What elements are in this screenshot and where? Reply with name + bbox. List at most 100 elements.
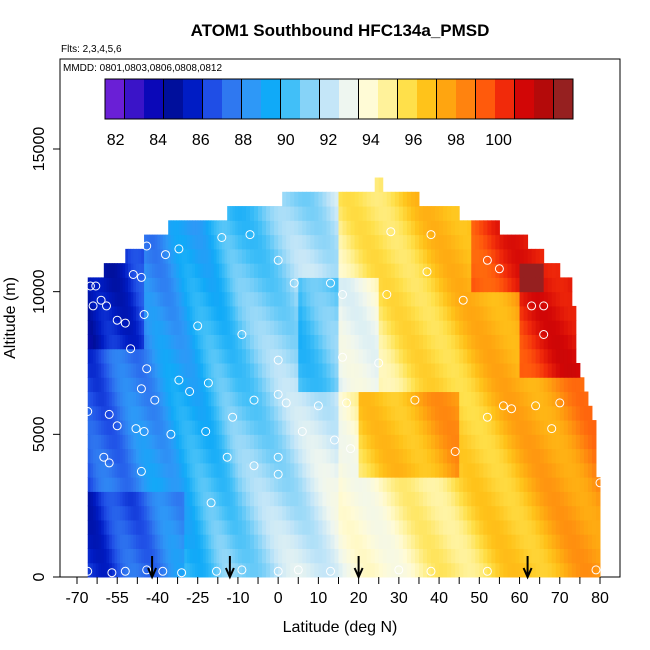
heatmap-cell [402, 305, 408, 321]
heatmap-cell [216, 234, 220, 250]
heatmap-cell [535, 320, 541, 335]
heatmap-cell [503, 448, 508, 464]
heatmap-cell [563, 434, 569, 450]
sample-point [158, 566, 168, 576]
heatmap-cell [125, 434, 129, 450]
heatmap-cell [418, 220, 424, 236]
heatmap-cell [165, 434, 169, 450]
heatmap-cell [229, 305, 234, 321]
heatmap-cell [184, 505, 188, 521]
heatmap-cell [125, 534, 129, 549]
heatmap-cell [219, 420, 223, 435]
heatmap-cell [402, 491, 408, 507]
heatmap-cell [378, 220, 384, 236]
heatmap-cell [111, 548, 116, 564]
heatmap-cell [382, 291, 388, 307]
heatmap-cell [189, 234, 193, 250]
sample-point [293, 565, 303, 575]
heatmap-cell [165, 405, 169, 421]
heatmap-cell [130, 405, 134, 421]
heatmap-cell [362, 348, 368, 364]
heatmap-cell [575, 462, 581, 478]
heatmap-cell [346, 534, 352, 549]
heatmap-cell [101, 305, 105, 321]
heatmap-cell [567, 348, 573, 364]
heatmap-cell [195, 548, 199, 564]
heatmap-cell [587, 434, 593, 450]
y-tick-label: 5000 [31, 416, 48, 452]
heatmap-cell [483, 234, 488, 250]
heatmap-cell [394, 248, 400, 264]
heatmap-cell [101, 363, 105, 378]
heatmap-cell [487, 348, 492, 364]
heatmap-cell [591, 491, 597, 507]
heatmap-cell [235, 448, 239, 464]
heatmap-cell [302, 448, 307, 464]
heatmap-cell [117, 405, 121, 421]
heatmap-cell [523, 277, 529, 293]
heatmap-cell [195, 505, 199, 521]
heatmap-cell [499, 477, 504, 492]
heatmap-cell [216, 462, 220, 478]
heatmap-cell [326, 548, 331, 564]
heatmap-cell [394, 305, 400, 321]
heatmap-cell [527, 534, 533, 549]
sample-point [201, 427, 211, 436]
heatmap-cell [203, 277, 207, 293]
heatmap-cell [342, 363, 348, 378]
heatmap-cell [254, 420, 259, 435]
heatmap-cell [227, 462, 231, 478]
heatmap-cell [141, 548, 145, 564]
heatmap-cell [354, 305, 360, 321]
heatmap-cell [354, 434, 360, 450]
heatmap-cell [282, 519, 287, 535]
heatmap-cell [274, 391, 279, 407]
heatmap-cell [547, 320, 553, 335]
heatmap-cell [459, 420, 464, 435]
heatmap-cell [306, 505, 311, 521]
heatmap-cell [310, 320, 315, 335]
heatmap-cell [286, 277, 291, 293]
heatmap-cell [487, 434, 492, 450]
heatmap-cell [205, 462, 209, 478]
heatmap-cell [200, 363, 204, 378]
heatmap-cell [491, 234, 496, 250]
heatmap-cell [370, 391, 376, 407]
heatmap-cell [117, 377, 121, 393]
heatmap-cell [483, 505, 488, 521]
heatmap-cell [350, 534, 356, 549]
heatmap-cell [527, 519, 533, 535]
heatmap-cell [354, 477, 360, 492]
heatmap-cell [178, 277, 183, 293]
heatmap-cell [455, 248, 460, 264]
heatmap-cell [515, 334, 521, 350]
heatmap-cell [511, 462, 517, 478]
heatmap-cell [227, 448, 231, 464]
heatmap-cell [318, 420, 323, 435]
heatmap-cell [119, 477, 124, 492]
heatmap-cell [205, 562, 209, 578]
heatmap-cell [181, 434, 185, 450]
heatmap-cell [342, 263, 348, 278]
heatmap-cell [219, 462, 223, 478]
heatmap-cell [422, 448, 428, 464]
heatmap-cell [455, 391, 460, 407]
heatmap-cell [213, 248, 217, 264]
sample-point [174, 375, 184, 385]
heatmap-cell [330, 248, 335, 264]
heatmap-cell [398, 363, 404, 378]
heatmap-cell [245, 248, 251, 264]
heatmap-cell [394, 534, 400, 549]
heatmap-cell [117, 263, 121, 278]
heatmap-cell [539, 377, 545, 393]
heatmap-cell [298, 434, 303, 450]
heatmap-cell [402, 448, 408, 464]
heatmap-cell [382, 348, 388, 364]
heatmap-cell [422, 534, 428, 549]
heatmap-cell [575, 519, 581, 535]
heatmap-cell [149, 448, 153, 464]
heatmap-cell [471, 291, 476, 307]
heatmap-cell [197, 462, 201, 478]
heatmap-cell [224, 448, 228, 464]
heatmap-cell [213, 363, 217, 378]
